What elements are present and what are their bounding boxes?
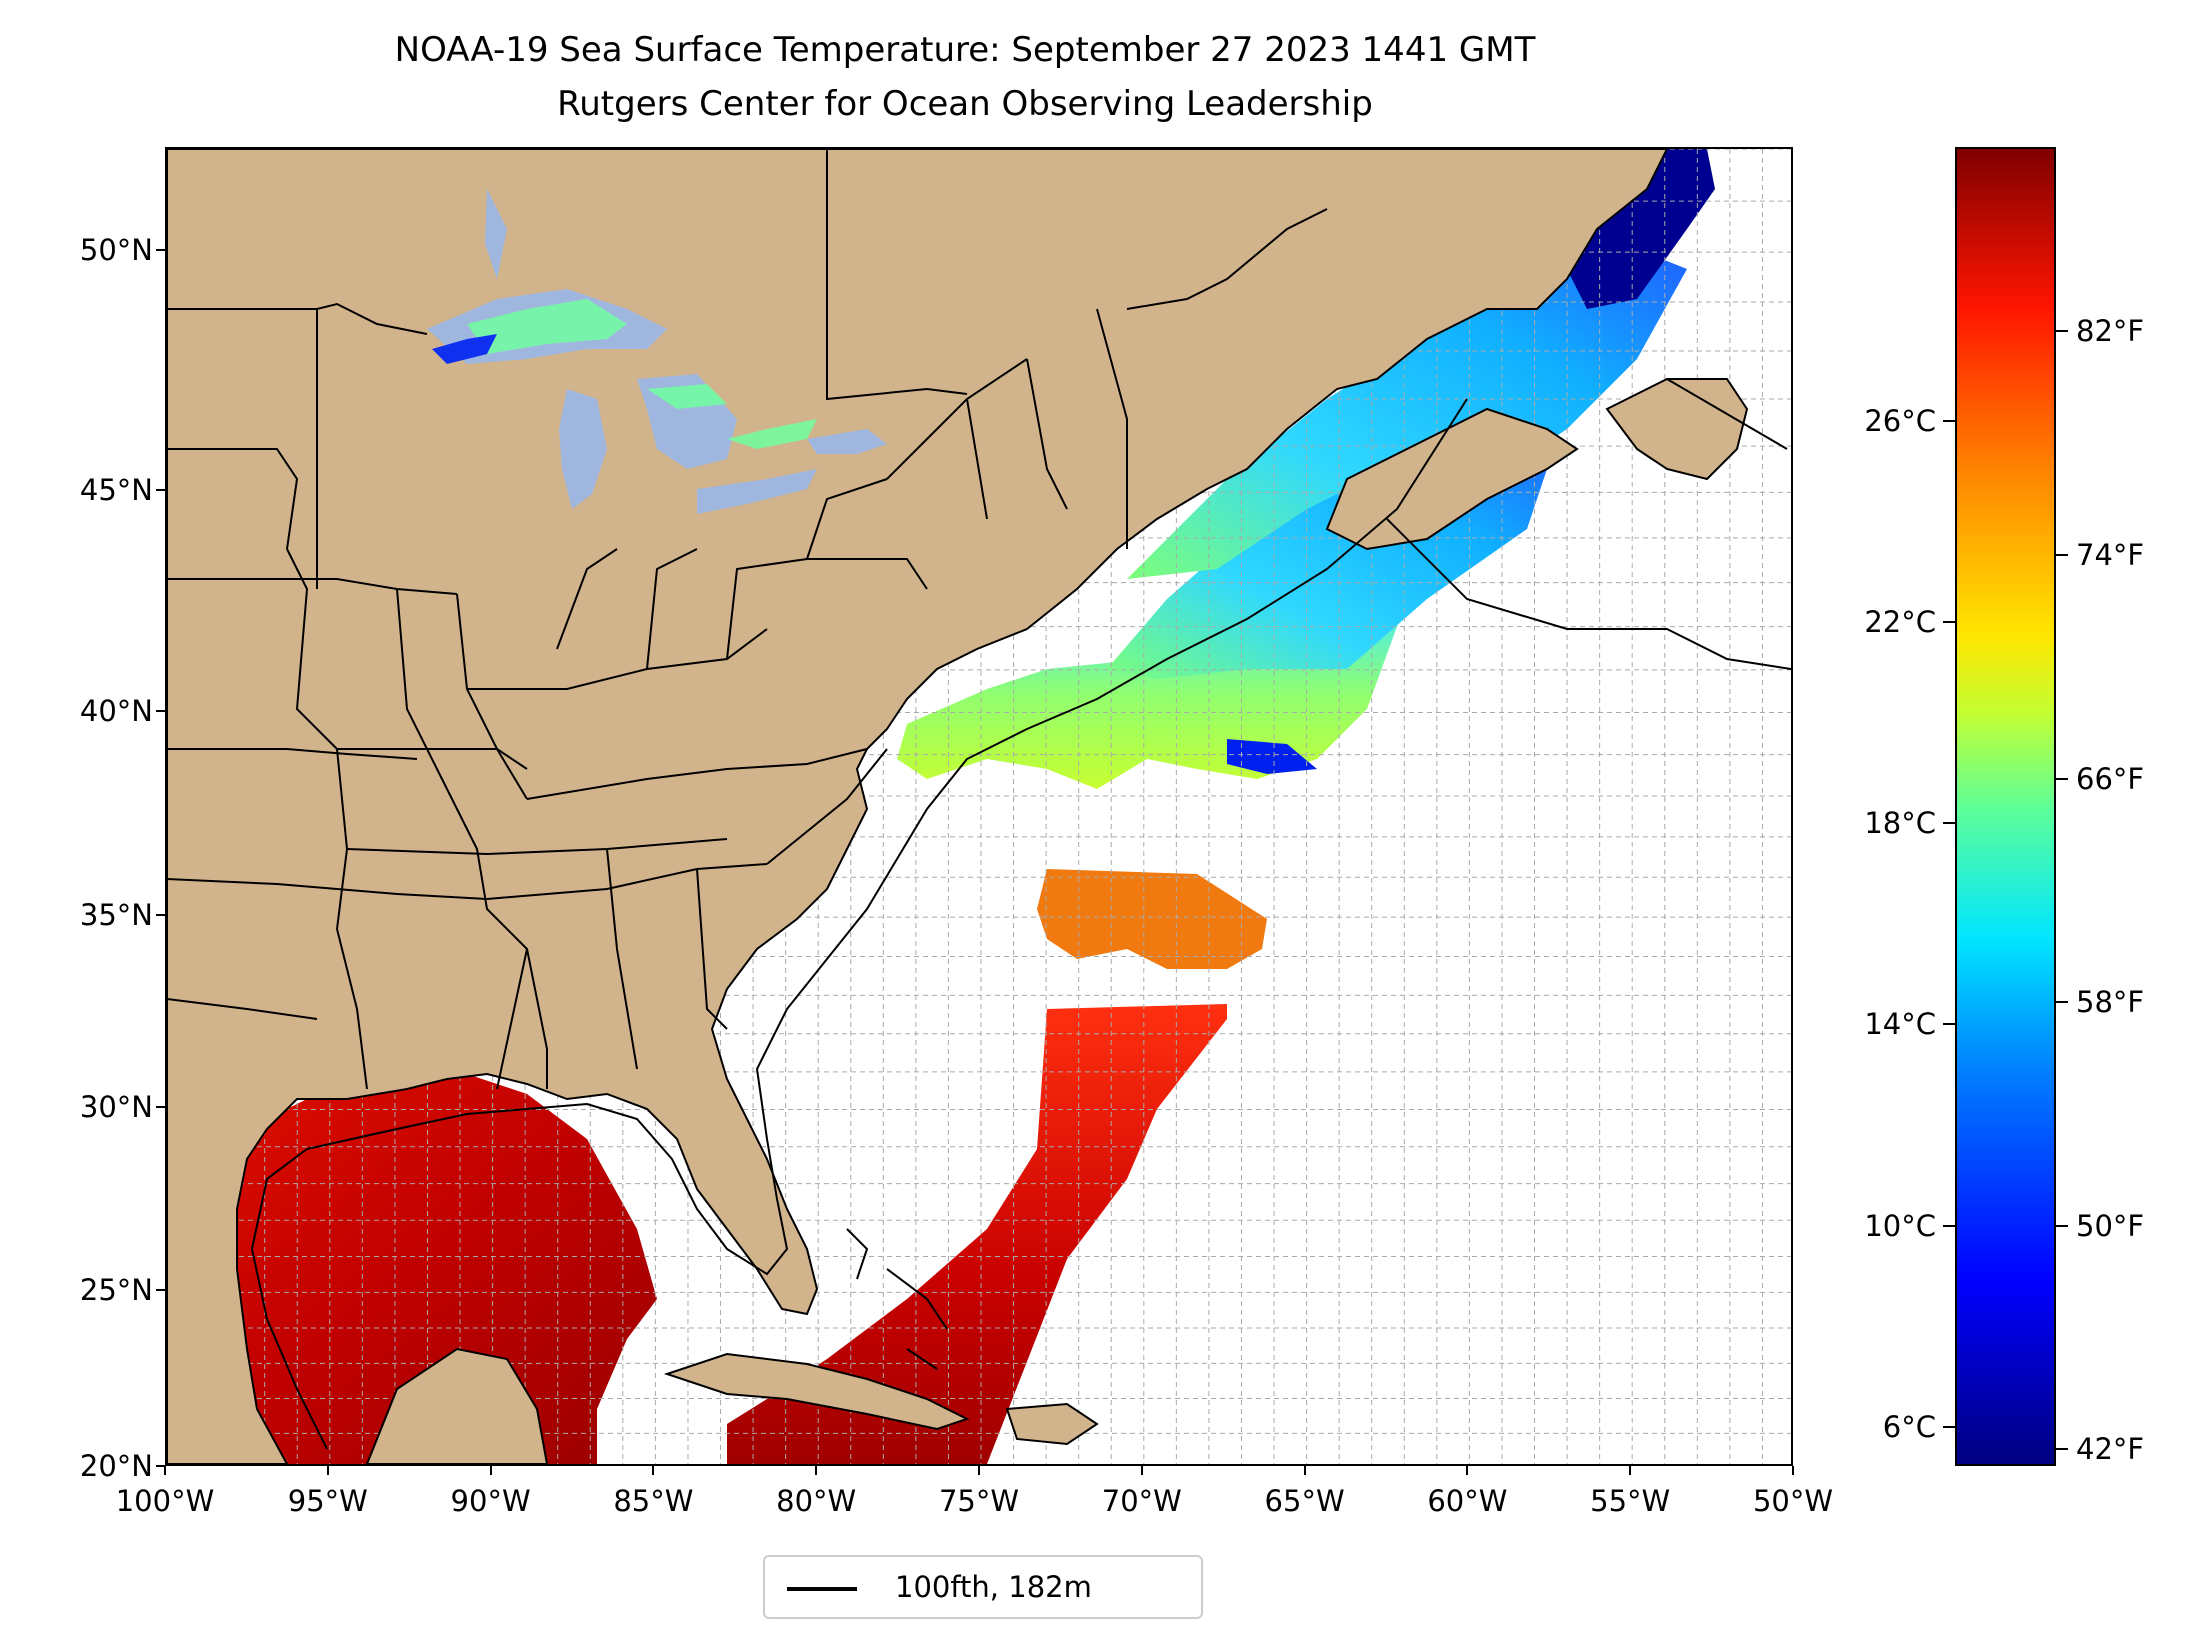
celsius-tick-label: 22°C [1864,605,1936,640]
longitude-tick-mark [1629,1466,1632,1475]
fahrenheit-tick-mark [2056,553,2068,556]
longitude-tick-mark [815,1466,818,1475]
longitude-tick-mark [164,1466,166,1475]
celsius-tick-mark [1943,1425,1955,1428]
latitude-tick-label: 20°N [79,1449,153,1483]
fahrenheit-tick-label: 66°F [2076,761,2145,796]
figure-subtitle: Rutgers Center for Ocean Observing Leade… [557,84,1373,124]
temperature-colorbar [1955,147,2056,1466]
celsius-tick-mark [1943,822,1955,825]
lake-erie [697,469,817,514]
latitude-tick-mark [156,1106,165,1109]
longitude-tick-mark [326,1466,329,1475]
isobath-legend-line [787,1587,857,1591]
latitude-tick-mark [156,1289,165,1292]
sst-north-cold-patch [1227,739,1317,774]
fahrenheit-tick-label: 74°F [2076,537,2145,572]
fahrenheit-tick-label: 50°F [2076,1208,2145,1243]
latitude-tick-mark [156,1465,165,1467]
longitude-tick-label: 55°W [1590,1484,1671,1518]
fahrenheit-tick-mark [2056,1224,2068,1227]
longitude-tick-label: 65°W [1264,1484,1345,1518]
latitude-tick-label: 35°N [79,898,153,933]
coastline [1386,518,1791,670]
fahrenheit-tick-mark [2056,1001,2068,1004]
longitude-tick-mark [489,1466,492,1475]
longitude-tick-mark [1792,1466,1794,1475]
fahrenheit-tick-label: 82°F [2076,314,2145,349]
fahrenheit-tick-mark [2056,1448,2068,1451]
fahrenheit-tick-label: 58°F [2076,985,2145,1020]
land-bahamas [846,1228,948,1370]
latitude-tick-label: 25°N [79,1273,153,1308]
longitude-tick-mark [652,1466,655,1475]
land-cuba [663,1352,970,1431]
latitude-tick-mark [156,709,165,712]
celsius-tick-label: 10°C [1864,1208,1936,1243]
longitude-tick-label: 85°W [613,1484,694,1518]
fahrenheit-tick-label: 42°F [2076,1432,2145,1467]
longitude-tick-label: 70°W [1101,1484,1182,1518]
map-legend: 100fth, 182m [763,1555,1203,1619]
celsius-tick-label: 26°C [1864,403,1936,438]
longitude-tick-label: 95°W [287,1484,368,1518]
celsius-tick-label: 6°C [1882,1409,1936,1444]
map-panel [165,147,1793,1466]
latitude-tick-label: 45°N [79,473,153,508]
celsius-tick-mark [1943,621,1955,624]
celsius-tick-mark [1943,1023,1955,1026]
latitude-tick-label: 50°N [79,233,153,268]
land-north-america [167,149,1669,1464]
longitude-tick-mark [1303,1466,1306,1475]
sst-gulf-stream-swath [727,1004,1227,1464]
latitude-tick-label: 40°N [79,693,153,728]
longitude-tick-mark [978,1466,980,1475]
celsius-tick-label: 14°C [1864,1007,1936,1042]
longitude-tick-mark [1466,1466,1469,1475]
celsius-tick-mark [1943,1224,1955,1227]
great-lakes-sst [467,299,817,449]
sst-gulf-of-mexico [167,1074,657,1464]
sst-sargasso-patch [1037,869,1267,969]
latitude-tick-mark [156,489,165,492]
longitude-tick-label: 90°W [450,1484,531,1518]
sst-st-lawrence [1127,249,1687,579]
fahrenheit-tick-mark [2056,777,2068,780]
lake-superior-cold [432,334,497,364]
longitude-tick-mark [1140,1466,1143,1475]
longitude-tick-label: 75°W [938,1484,1020,1518]
longitude-tick-label: 100°W [115,1484,215,1518]
land-yucatan [365,1347,549,1464]
celsius-tick-label: 18°C [1864,806,1936,841]
fahrenheit-tick-mark [2056,330,2068,333]
isobath-legend-label: 100fth, 182m [895,1570,1092,1604]
latitude-tick-mark [156,249,165,252]
lake-ontario [807,429,887,454]
longitude-tick-label: 60°W [1427,1484,1508,1518]
longitude-tick-label: 50°W [1752,1484,1834,1518]
latitude-tick-mark [156,914,165,917]
sst-map [167,149,1791,1464]
state-borders [167,149,1788,1090]
celsius-tick-mark [1943,419,1955,422]
lake-michigan [559,389,607,509]
isobath-100fth [250,398,1468,1450]
longitude-tick-label: 80°W [776,1484,857,1518]
land-hispaniola [1005,1402,1099,1446]
figure-title: NOAA-19 Sea Surface Temperature: Septemb… [394,30,1536,70]
lake-winnipeg [485,189,507,279]
land-maritimes [1325,407,1579,551]
sst-mid-atlantic-shelf [897,599,1407,789]
land-newfoundland [1605,378,1749,481]
latitude-tick-label: 30°N [79,1090,153,1125]
